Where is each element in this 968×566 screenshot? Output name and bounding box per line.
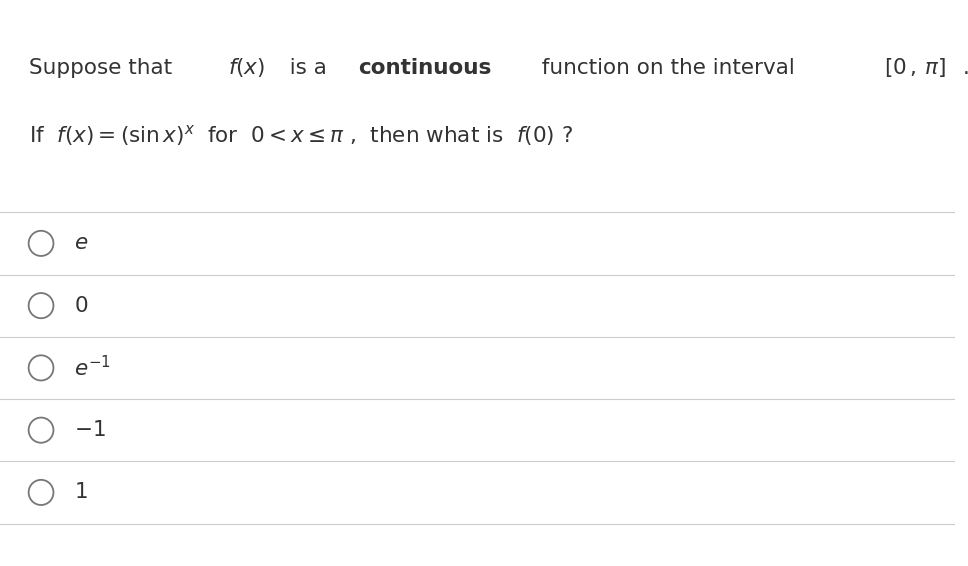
Text: Suppose that: Suppose that bbox=[29, 58, 186, 78]
Text: $\left[0\,,\,\pi\right]$: $\left[0\,,\,\pi\right]$ bbox=[885, 57, 946, 79]
Text: $-1$: $-1$ bbox=[75, 420, 106, 440]
Text: .: . bbox=[963, 58, 968, 78]
Text: is a: is a bbox=[276, 58, 340, 78]
Text: $f(x)$: $f(x)$ bbox=[228, 57, 265, 79]
Text: function on the interval: function on the interval bbox=[528, 58, 808, 78]
Text: If  $f(x)=(\sin x)^{x}$  for  $0<x\leq\pi$ ,  then what is  $f(0)$ ?: If $f(x)=(\sin x)^{x}$ for $0<x\leq\pi$ … bbox=[29, 123, 572, 148]
Text: $1$: $1$ bbox=[75, 482, 88, 503]
Text: $e^{-1}$: $e^{-1}$ bbox=[75, 355, 111, 380]
Text: continuous: continuous bbox=[358, 58, 491, 78]
Text: $e$: $e$ bbox=[75, 233, 89, 254]
Text: $0$: $0$ bbox=[75, 295, 89, 316]
